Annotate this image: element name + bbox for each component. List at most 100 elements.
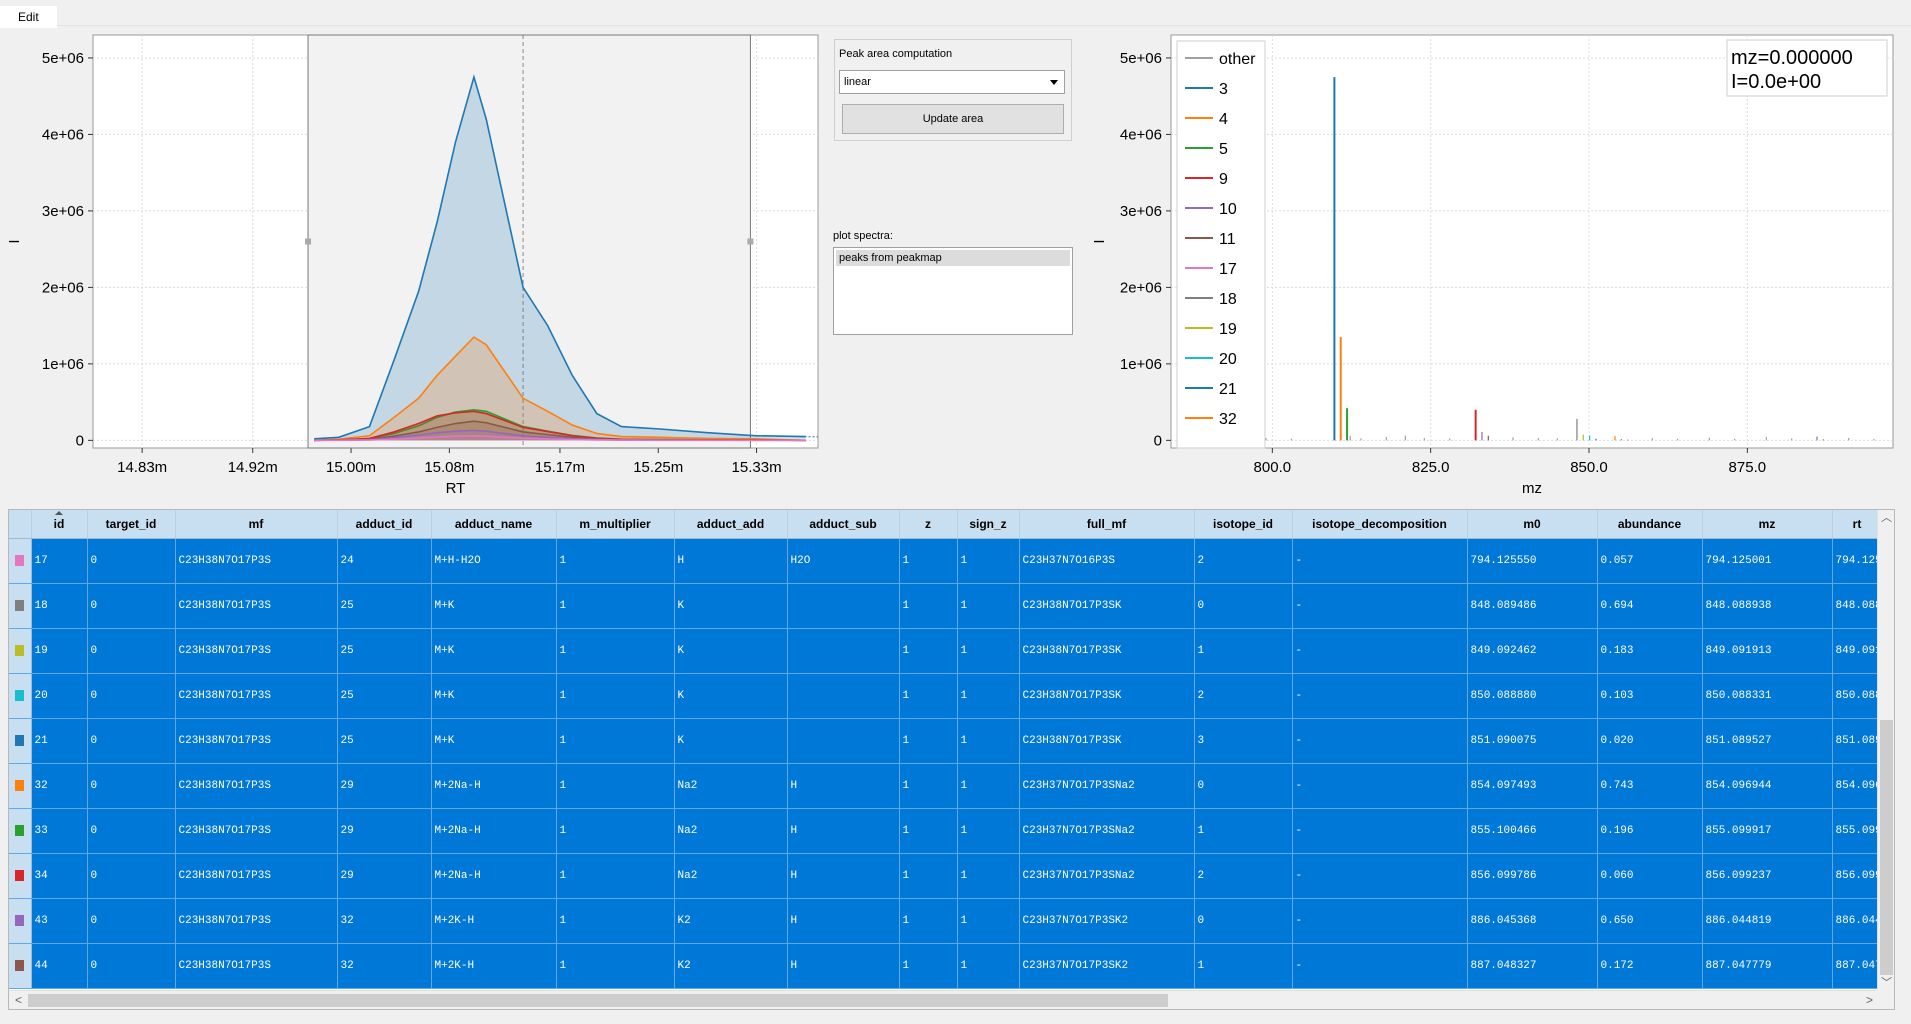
table-cell-adduct-add[interactable]: Na2 [674, 763, 788, 809]
column-header-isotope-id[interactable]: isotope_id [1194, 510, 1293, 539]
integration-region[interactable] [307, 34, 751, 449]
table-cell-rt[interactable]: 856.099237 [1832, 853, 1883, 899]
vertical-scrollbar[interactable]: ︿ ﹀ [1877, 510, 1894, 992]
table-cell-mf[interactable]: C23H38N7O17P3S [175, 538, 338, 584]
table-cell-z[interactable]: 1 [899, 763, 958, 809]
table-cell-adduct-id[interactable]: 32 [337, 898, 432, 944]
column-header-m-multiplier[interactable]: m_multiplier [556, 510, 675, 539]
table-row[interactable]: 32 0 C23H38N7O17P3S 29 M+2Na-H 1 Na2 H 1 1 C23H37N… [9, 763, 1883, 809]
table-row[interactable]: 20 0 C23H38N7O17P3S 25 M+K 1 K 1 1 C23H38N7O17P3S… [9, 673, 1883, 719]
peak-area-method-select[interactable]: linear [839, 70, 1065, 94]
table-row[interactable]: 21 0 C23H38N7O17P3S 25 M+K 1 K 1 1 C23H38N7O17P3S… [9, 718, 1883, 764]
column-header-abundance[interactable]: abundance [1597, 510, 1703, 539]
table-cell-id[interactable]: 34 [31, 853, 88, 899]
table-cell-isotope-decomposition[interactable]: - [1292, 763, 1468, 809]
table-cell-target-id[interactable]: 0 [87, 718, 176, 764]
table-cell-adduct-add[interactable]: Na2 [674, 853, 788, 899]
table-cell-m0[interactable]: 887.048327 [1467, 943, 1598, 989]
table-cell-m-multiplier[interactable]: 1 [556, 628, 675, 674]
scroll-up-icon[interactable]: ︿ [1881, 512, 1892, 524]
table-cell-adduct-id[interactable]: 24 [337, 538, 432, 584]
table-cell-m0[interactable]: 850.088880 [1467, 673, 1598, 719]
table-cell-sign-z[interactable]: 1 [957, 628, 1020, 674]
table-cell-z[interactable]: 1 [899, 943, 958, 989]
table-cell-isotope-id[interactable]: 2 [1194, 853, 1293, 899]
table-cell-adduct-sub[interactable] [787, 628, 900, 674]
table-cell-m-multiplier[interactable]: 1 [556, 763, 675, 809]
table-cell-adduct-name[interactable]: M+K [431, 628, 557, 674]
table-cell-isotope-decomposition[interactable]: - [1292, 673, 1468, 719]
table-cell-abundance[interactable]: 0.103 [1597, 673, 1703, 719]
table-row[interactable]: 18 0 C23H38N7O17P3S 25 M+K 1 K 1 1 C23H38N7O17P3S… [9, 583, 1883, 629]
table-cell-adduct-name[interactable]: M+K [431, 673, 557, 719]
table-cell-isotope-decomposition[interactable]: - [1292, 538, 1468, 584]
table-row[interactable]: 43 0 C23H38N7O17P3S 32 M+2K-H 1 K2 H 1 1 C23H37N7O… [9, 898, 1883, 944]
table-cell-m0[interactable]: 851.090075 [1467, 718, 1598, 764]
horizontal-scrollbar[interactable]: < > [9, 990, 1879, 1009]
table-cell-target-id[interactable]: 0 [87, 808, 176, 854]
table-cell-m-multiplier[interactable]: 1 [556, 718, 675, 764]
table-cell-target-id[interactable]: 0 [87, 943, 176, 989]
table-cell-mz[interactable]: 856.099237 [1702, 853, 1833, 899]
table-cell-sign-z[interactable]: 1 [957, 673, 1020, 719]
table-cell-isotope-decomposition[interactable]: - [1292, 808, 1468, 854]
column-header-adduct-add[interactable]: adduct_add [674, 510, 788, 539]
table-cell-sign-z[interactable]: 1 [957, 583, 1020, 629]
table-cell-isotope-id[interactable]: 0 [1194, 898, 1293, 944]
list-item[interactable]: peaks from peakmap [836, 250, 1070, 266]
table-cell-target-id[interactable]: 0 [87, 673, 176, 719]
table-cell-m-multiplier[interactable]: 1 [556, 853, 675, 899]
table-cell-adduct-add[interactable]: K [674, 718, 788, 764]
table-cell-full-mf[interactable]: C23H37N7O17P3SK2 [1019, 943, 1195, 989]
range-handle-left[interactable] [305, 238, 312, 245]
table-cell-adduct-add[interactable]: K2 [674, 898, 788, 944]
table-cell-adduct-name[interactable]: M+2Na-H [431, 808, 557, 854]
table-cell-m-multiplier[interactable]: 1 [556, 943, 675, 989]
table-cell-isotope-decomposition[interactable]: - [1292, 628, 1468, 674]
column-header-adduct-sub[interactable]: adduct_sub [787, 510, 900, 539]
table-cell-adduct-name[interactable]: M+K [431, 583, 557, 629]
column-header-isotope-decomposition[interactable]: isotope_decomposition [1292, 510, 1468, 539]
table-cell-rt[interactable]: 851.089527 [1832, 718, 1883, 764]
table-cell-z[interactable]: 1 [899, 538, 958, 584]
table-cell-adduct-add[interactable]: K [674, 673, 788, 719]
table-cell-full-mf[interactable]: C23H37N7O17P3SNa2 [1019, 808, 1195, 854]
table-cell-adduct-name[interactable]: M+2Na-H [431, 853, 557, 899]
table-cell-m-multiplier[interactable]: 1 [556, 898, 675, 944]
table-cell-m-multiplier[interactable]: 1 [556, 673, 675, 719]
chromatogram-svg[interactable]: 14.83m 14.92m 15.00m 15.08m 15.17m 15.25m 15.3… [0, 30, 825, 505]
table-cell-target-id[interactable]: 0 [87, 853, 176, 899]
table-cell-m-multiplier[interactable]: 1 [556, 583, 675, 629]
table-cell-adduct-sub[interactable]: H [787, 808, 900, 854]
table-cell-full-mf[interactable]: C23H37N7O16P3S [1019, 538, 1195, 584]
table-cell-id[interactable]: 20 [31, 673, 88, 719]
table-cell-full-mf[interactable]: C23H37N7O17P3SNa2 [1019, 763, 1195, 809]
table-cell-adduct-name[interactable]: M+2K-H [431, 943, 557, 989]
table-cell-full-mf[interactable]: C23H37N7O17P3SNa2 [1019, 853, 1195, 899]
table-cell-id[interactable]: 43 [31, 898, 88, 944]
table-cell-mz[interactable]: 850.088331 [1702, 673, 1833, 719]
table-cell-isotope-id[interactable]: 2 [1194, 538, 1293, 584]
table-cell-abundance[interactable]: 0.196 [1597, 808, 1703, 854]
table-cell-isotope-decomposition[interactable]: - [1292, 898, 1468, 944]
table-cell-mf[interactable]: C23H38N7O17P3S [175, 808, 338, 854]
table-cell-adduct-id[interactable]: 29 [337, 763, 432, 809]
table-cell-id[interactable]: 17 [31, 538, 88, 584]
table-cell-abundance[interactable]: 0.183 [1597, 628, 1703, 674]
table-cell-abundance[interactable]: 0.060 [1597, 853, 1703, 899]
table-cell-full-mf[interactable]: C23H38N7O17P3SK [1019, 718, 1195, 764]
column-header-adduct-id[interactable]: adduct_id [337, 510, 432, 539]
table-row[interactable]: 33 0 C23H38N7O17P3S 29 M+2Na-H 1 Na2 H 1 1 C23H37N… [9, 808, 1883, 854]
table-cell-adduct-sub[interactable] [787, 583, 900, 629]
table-cell-adduct-add[interactable]: Na2 [674, 808, 788, 854]
table-cell-isotope-id[interactable]: 1 [1194, 943, 1293, 989]
table-cell-rt[interactable]: 850.088331 [1832, 673, 1883, 719]
table-cell-mz[interactable]: 886.044819 [1702, 898, 1833, 944]
table-cell-id[interactable]: 33 [31, 808, 88, 854]
table-cell-adduct-sub[interactable] [787, 673, 900, 719]
table-cell-rt[interactable]: 855.099917 [1832, 808, 1883, 854]
table-cell-target-id[interactable]: 0 [87, 538, 176, 584]
results-table[interactable]: id target_id mf adduct_id adduct_name m_multi… [8, 509, 1895, 1010]
header-swatch-column[interactable] [9, 510, 32, 539]
spectrum-svg[interactable]: 800.0 825.0 850.0 875.0 0 1e+06 2e+06 3e+06 4e+0… [1085, 30, 1911, 505]
